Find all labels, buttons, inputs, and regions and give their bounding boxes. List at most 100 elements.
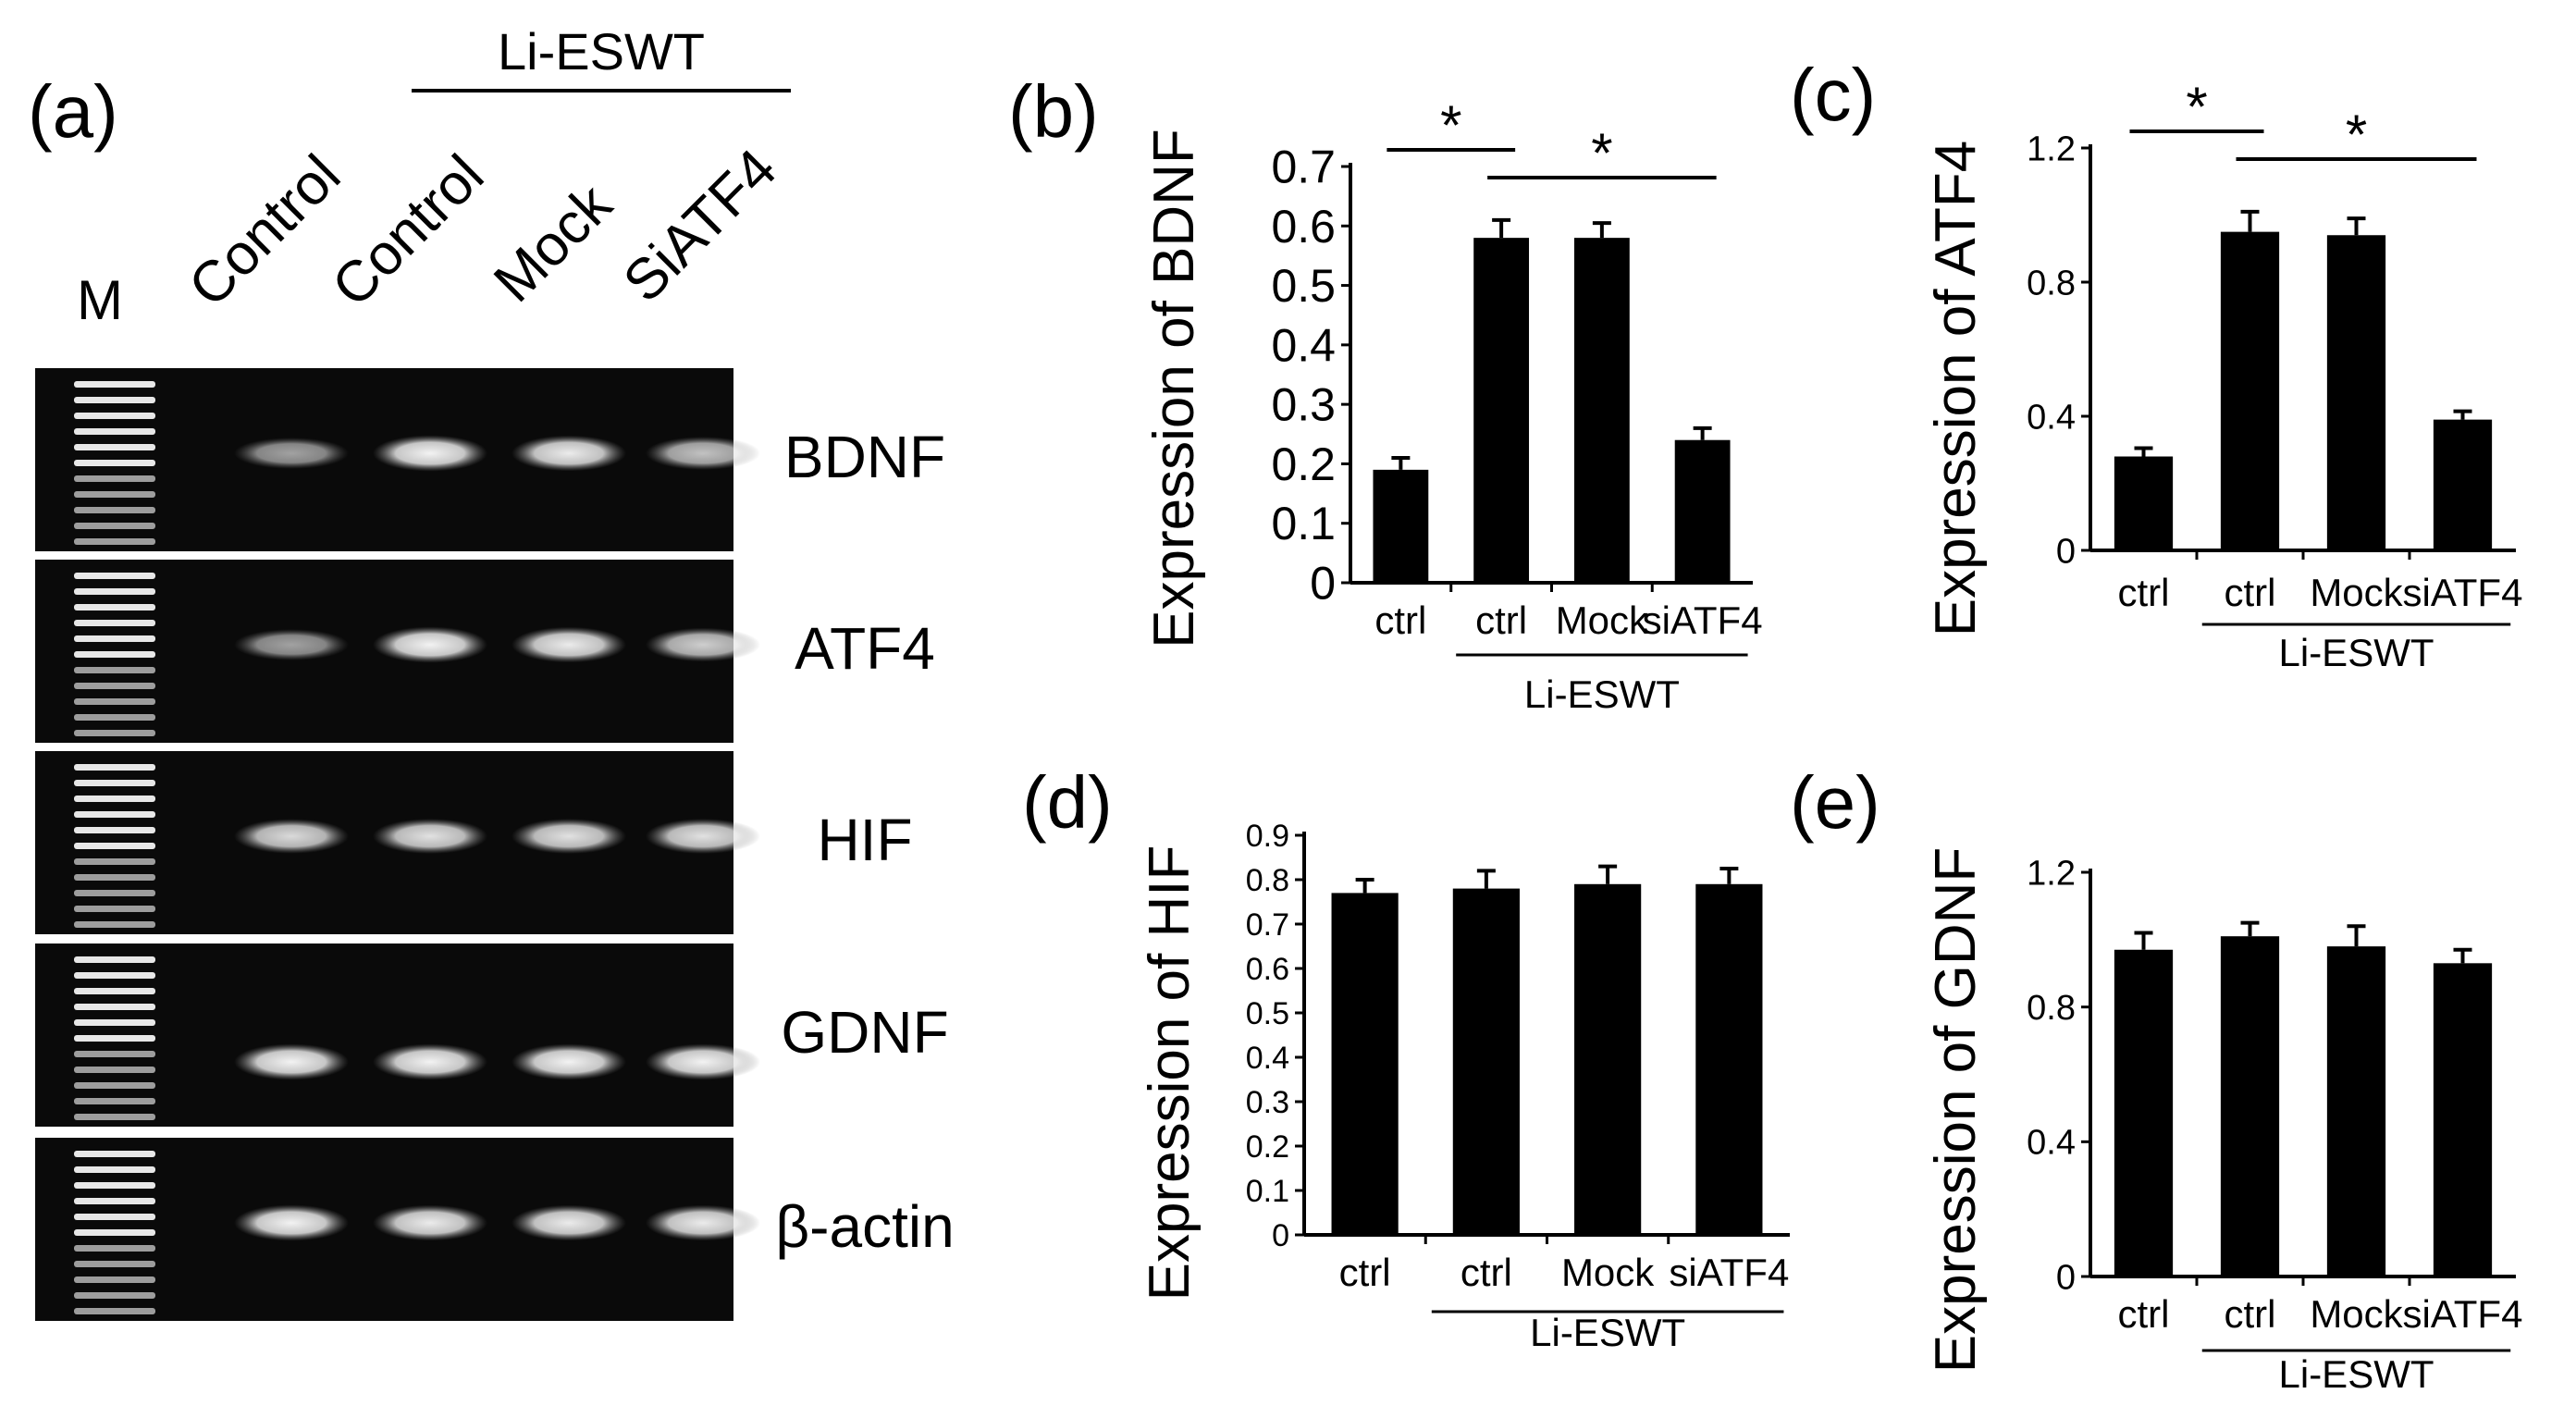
significance-star: * [1440, 94, 1461, 156]
ladder-band [74, 1261, 155, 1267]
chart-b: (b) Expression of BDNF 0 0.1 0.2 0.3 0.4 0.5 0.6… [1008, 70, 1763, 716]
ladder-band [74, 988, 155, 994]
bar [1695, 883, 1763, 1235]
ladder-band [74, 1245, 155, 1252]
gel-band [512, 626, 626, 663]
y-tick-label: 0.3 [1271, 379, 1336, 431]
significance-star: * [2346, 104, 2367, 166]
group-label: Li-ESWT [2279, 1352, 2434, 1396]
ladder-band [74, 874, 155, 881]
ladder-band [74, 1214, 155, 1220]
x-tick-label: siATF4 [1669, 1251, 1789, 1294]
gel-band [234, 1204, 349, 1241]
y-tick-label: 0.8 [1246, 863, 1289, 898]
y-tick-label: 0.2 [1246, 1129, 1289, 1165]
x-tick-label: Mock [1561, 1251, 1655, 1294]
lane-label: Control [320, 143, 496, 319]
x-tick-label: siATF4 [2403, 1292, 2523, 1336]
y-tick-label: 0.8 [2027, 264, 2076, 302]
lane-label: Control [177, 143, 352, 319]
y-tick-label: 0.3 [1246, 1085, 1289, 1120]
gel-band [373, 1043, 487, 1080]
gel-band [512, 435, 626, 472]
ladder-band [74, 651, 155, 658]
ladder-band [74, 1035, 155, 1042]
ladder-band [74, 730, 155, 736]
ladder-band [74, 921, 155, 928]
bar [2433, 419, 2493, 550]
ladder-band [74, 1098, 155, 1104]
ladder-band [74, 491, 155, 498]
ladder-band [74, 714, 155, 721]
y-tick-label: 0 [1272, 1218, 1289, 1253]
gel-band [234, 438, 349, 469]
gel-band [373, 626, 487, 663]
ladder-band [74, 413, 155, 419]
y-tick-label: 0.4 [2027, 1124, 2076, 1163]
x-tick-label: ctrl [1374, 598, 1426, 642]
ladder-band [74, 811, 155, 818]
gene-label: β-actin [775, 1193, 954, 1260]
ladder-band [74, 538, 155, 545]
y-tick-label: 0.7 [1246, 907, 1289, 943]
significance-star: * [2186, 76, 2207, 138]
ladder-bands [74, 956, 155, 1120]
ladder-band [74, 906, 155, 912]
gel-band [646, 437, 760, 470]
panel-label: (c) [1790, 54, 1876, 136]
ladder-band [74, 1166, 155, 1173]
gel-band [234, 629, 349, 660]
x-tick-label: Mock [2310, 1292, 2403, 1336]
ladder-band [74, 1276, 155, 1283]
ladder-band [74, 1114, 155, 1120]
y-axis-label: Expression of HIF [1138, 845, 1202, 1301]
x-tick-label: ctrl [2225, 1292, 2276, 1336]
ladder-band [74, 764, 155, 771]
x-tick-label: ctrl [1475, 598, 1527, 642]
bar [2114, 456, 2174, 550]
x-tick-label: ctrl [1339, 1251, 1391, 1294]
ladder-band [74, 858, 155, 865]
ladder-band [74, 588, 155, 595]
y-tick-label: 0.5 [1246, 996, 1289, 1031]
y-tick-label: 0.1 [1246, 1174, 1289, 1209]
bar [1473, 238, 1530, 583]
y-tick-label: 0.4 [1271, 319, 1336, 371]
ladder-band [74, 1067, 155, 1073]
gel-band [646, 627, 760, 662]
y-tick-label: 1.2 [2027, 130, 2076, 168]
gel-band [512, 1043, 626, 1080]
y-axis-label: Expression of BDNF [1142, 129, 1206, 648]
bar [2220, 231, 2280, 550]
ladder-bands [74, 1151, 155, 1314]
ladder-band [74, 1051, 155, 1057]
bar [2433, 963, 2493, 1276]
gel-band [646, 1204, 760, 1241]
ladder-band [74, 956, 155, 963]
ladder-band [74, 1198, 155, 1204]
chart-d: (d) Expression of HIF 0 0.1 0.2 0.3 0.4 0.5 0.6 0… [1022, 761, 1790, 1354]
x-tick-label: ctrl [1461, 1251, 1512, 1294]
chart-c: (c) Expression of ATF4 0 0.4 0.8 1.2 ctrl ctrl M… [1790, 54, 2522, 674]
ladder-band [74, 620, 155, 626]
lane-label: Mock [482, 172, 624, 314]
gel-row [35, 1138, 760, 1321]
y-tick-label: 1.2 [2027, 854, 2076, 893]
bar [1452, 888, 1520, 1235]
ladder-band [74, 1019, 155, 1026]
ladder-band [74, 444, 155, 450]
ladder-band [74, 604, 155, 610]
panel-label: (d) [1022, 761, 1113, 844]
gel-band [234, 819, 349, 854]
x-tick-label: siATF4 [2403, 571, 2523, 614]
y-tick-label: 0.6 [1246, 952, 1289, 987]
ladder-band [74, 475, 155, 482]
ladder-bands [74, 381, 155, 545]
ladder-band [74, 397, 155, 403]
gel-band [234, 1043, 349, 1080]
y-tick-label: 0.9 [1246, 819, 1289, 854]
x-tick-label: ctrl [2118, 1292, 2170, 1336]
ladder-band [74, 698, 155, 705]
gene-label: ATF4 [795, 615, 935, 682]
